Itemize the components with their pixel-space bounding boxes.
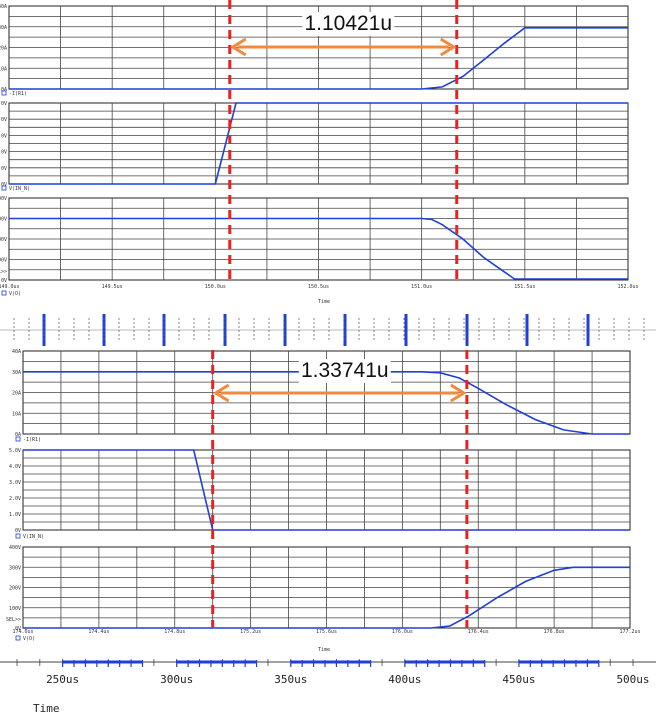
bottom-panel-3-ytick: 300V xyxy=(9,565,21,571)
bottom-x-tick-label: 175.6us xyxy=(316,629,337,635)
bottom-panel-3-ytick: 200V xyxy=(9,586,21,592)
top-panel-2-ytick: 2.0V xyxy=(0,150,7,156)
bottom-panel-1-series-line xyxy=(23,370,630,435)
top-panel-2-ytick: 0V xyxy=(1,182,7,188)
bottom-panel-1-ytick: 0A xyxy=(15,432,21,438)
top-panel-1-legend-label: -I(R1) xyxy=(9,91,27,97)
bottom-x-tick-label: 174.8us xyxy=(164,629,185,635)
long-axis-tick-label: 350us xyxy=(274,673,307,686)
bottom-x-tick-label: 176.0us xyxy=(392,629,413,635)
top-panel-3-ytick: 200V xyxy=(0,237,7,243)
bottom-panel-2: 0V 1.0V 2.0V 3.0V 4.0V 5.0V V(IN_N) xyxy=(9,448,631,540)
top-x-tick-label: 149.0us xyxy=(0,284,20,290)
top-panel-1-ytick: 40A xyxy=(0,4,7,10)
top-panel-3-legend-marker xyxy=(1,290,7,296)
top-panel-3-ytick: 100V xyxy=(0,258,7,264)
top-panel-3-series-line xyxy=(9,217,628,280)
long-axis-tick-label: 300us xyxy=(160,673,193,686)
bottom-panel-2-series-line xyxy=(23,449,630,531)
bottom-interval-label: 1.33741u xyxy=(301,359,389,382)
top-x-axis-label: Time xyxy=(318,299,330,305)
long-axis-tick-label: 450us xyxy=(502,673,535,686)
top-panel-1-ytick: 0A xyxy=(1,87,7,93)
bottom-panel-1-ytick: 40A xyxy=(12,349,21,355)
top-panel-3: 0V 100V 200V 300V 400V V(O) SEL>> xyxy=(0,196,629,297)
long-axis-tick-label: 400us xyxy=(388,673,421,686)
top-x-tick-label: 151.0us xyxy=(411,284,432,290)
bottom-panel-2-legend-marker xyxy=(15,533,21,539)
bottom-panel-1-ytick: 30A xyxy=(12,370,21,376)
top-panel-2-legend-marker xyxy=(1,185,7,191)
bottom-panel-3-ytick: 100V xyxy=(9,606,21,612)
bottom-x-tick-label: 177.2us xyxy=(619,629,640,635)
long-axis-tick-label: 250us xyxy=(46,673,79,686)
top-x-tick-label: 151.5us xyxy=(514,284,535,290)
top-interval-arrow-head-left xyxy=(229,37,247,57)
bottom-x-tick-label: 175.2us xyxy=(240,629,261,635)
bottom-chart: 0A 10A 20A 30A 40A -I(R1) 0V 1.0V 2.0V 3.0V 4.0V 5.… xyxy=(6,349,641,653)
bottom-panel-1-ytick: 10A xyxy=(12,411,21,417)
top-x-tick-label: 149.5us xyxy=(102,284,123,290)
top-panel-2-ytick: 3.0V xyxy=(0,133,7,139)
top-panel-3-ytick: 0V xyxy=(1,278,7,284)
bottom-panel-3: 0V 100V 200V 300V 400V V(O) SEL>> xyxy=(6,545,631,642)
bottom-panel-1-ytick: 20A xyxy=(12,391,21,397)
bottom-panel-3-legend-marker xyxy=(15,635,21,641)
top-x-tick-label: 150.5us xyxy=(308,284,329,290)
bottom-x-axis-label: Time xyxy=(318,647,330,653)
bottom-panel-1-legend-marker xyxy=(15,436,21,442)
long-time-axis: 250us 300us 350us 400us 450us 500us Time xyxy=(0,659,656,715)
top-panel-3-ytick: 300V xyxy=(0,217,7,223)
top-panel-2-ytick: 1.0V xyxy=(0,166,7,172)
bottom-panel-2-legend-label: V(IN_N) xyxy=(23,534,44,540)
bottom-x-tick-label: 176.8us xyxy=(544,629,565,635)
top-interval-label: 1.10421u xyxy=(304,12,392,35)
top-x-tick-label: 152.0us xyxy=(617,284,638,290)
top-interval-label-bg xyxy=(302,12,395,36)
bottom-panel-2-ytick: 4.0V xyxy=(9,464,21,470)
bottom-panel-3-series-line xyxy=(23,566,630,629)
top-panel-3-sel-label: SEL>> xyxy=(0,269,7,275)
top-x-tick-label: 150.0us xyxy=(205,284,226,290)
top-panel-1-ytick: 10A xyxy=(0,66,7,72)
bottom-panel-1-legend-label: -I(R1) xyxy=(23,437,41,443)
long-axis-title: Time xyxy=(33,702,60,715)
bottom-panel-2-ytick: 3.0V xyxy=(9,480,21,486)
bottom-panel-3-ytick: 0V xyxy=(15,626,21,632)
bottom-interval-arrow-head-left xyxy=(212,383,230,403)
top-panel-1-legend-marker xyxy=(1,90,7,96)
top-interval-arrow-head-right xyxy=(439,37,457,57)
bottom-x-tick-label: 176.4us xyxy=(468,629,489,635)
top-panel-2-ytick: 5.0V xyxy=(0,101,7,107)
bottom-interval-arrow-head-right xyxy=(450,383,467,403)
top-panel-2-series-line xyxy=(9,102,628,185)
bottom-panel-2-ytick: 1.0V xyxy=(9,512,21,518)
bottom-panel-3-ytick: 400V xyxy=(9,545,21,551)
long-axis-tick-label: 500us xyxy=(616,673,649,686)
bottom-panel-2-ytick: 2.0V xyxy=(9,496,21,502)
bottom-interval-label-bg xyxy=(298,359,391,383)
top-panel-1-ytick: 20A xyxy=(0,46,7,52)
bottom-panel-2-ytick: 5.0V xyxy=(9,448,21,454)
top-panel-2-legend-label: V(IN_N) xyxy=(9,186,30,192)
bottom-x-tick-label: 174.0us xyxy=(12,629,33,635)
top-panel-1-ytick: 30A xyxy=(0,25,7,31)
bottom-panel-3-legend-label: V(O) xyxy=(23,636,35,642)
top-chart: 0A 10A 20A 30A 40A -I(R1) 0V 1.0V 2.0V 3.0V 4.0V 5.… xyxy=(0,0,639,305)
pulse-strip xyxy=(0,314,656,346)
bottom-panel-2-ytick: 0V xyxy=(15,528,21,534)
top-panel-3-ytick: 400V xyxy=(0,196,7,202)
top-panel-3-legend-label: V(O) xyxy=(9,291,21,297)
top-panel-2-ytick: 4.0V xyxy=(0,117,7,123)
top-panel-2: 0V 1.0V 2.0V 3.0V 4.0V 5.0V V(IN_N) xyxy=(0,101,629,192)
bottom-panel-3-sel-label: SEL>> xyxy=(6,617,21,623)
bottom-x-tick-label: 174.4us xyxy=(88,629,109,635)
top-panel-1-series-line xyxy=(9,26,628,90)
